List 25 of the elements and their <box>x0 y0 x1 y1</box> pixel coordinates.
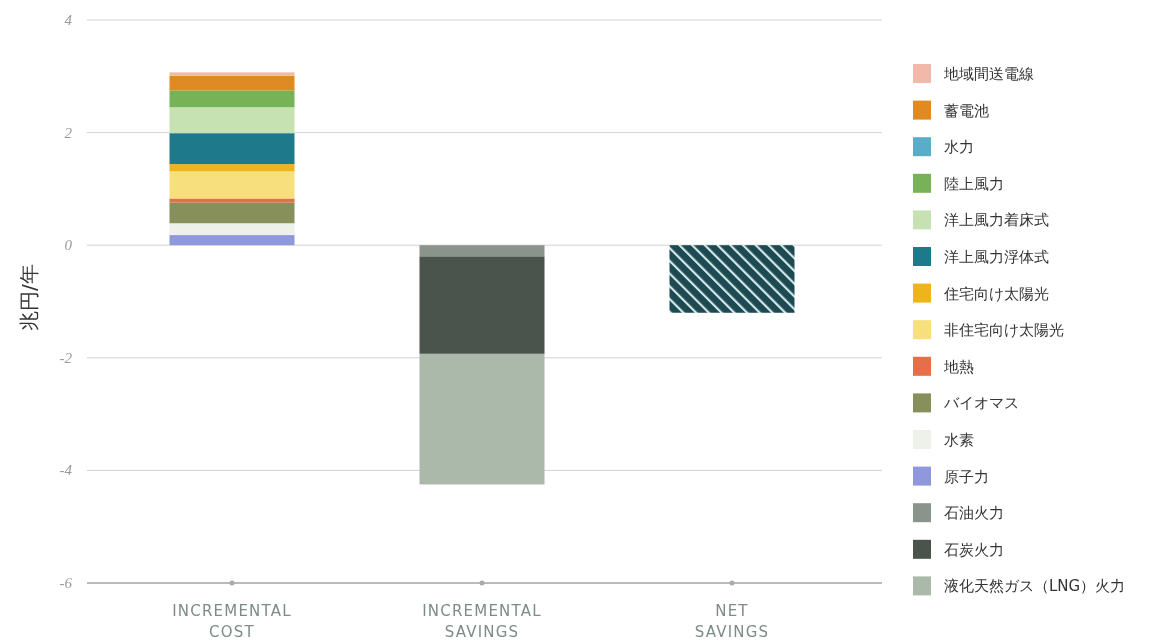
legend-label: 液化天然ガス（LNG）火力 <box>944 577 1126 596</box>
legend-label: 石炭火力 <box>944 540 1004 559</box>
legend-label: 地熱 <box>943 357 974 376</box>
legend-label: バイオマス <box>943 394 1019 413</box>
y-tick-label: -6 <box>59 575 73 591</box>
legend-label: 水素 <box>944 431 974 449</box>
legend-label: 洋上風力着床式 <box>944 211 1049 230</box>
legend-label: 非住宅向け太陽光 <box>944 321 1064 340</box>
legend-label: 水力 <box>944 138 974 157</box>
y-axis-title: 兆円/年 <box>17 264 41 331</box>
x-tick-label: INCREMENTAL SAVINGS <box>422 602 542 641</box>
x-tick-label: INCREMENTAL COST <box>172 602 292 641</box>
y-tick-label: 4 <box>64 12 73 28</box>
legend-label: 洋上風力浮体式 <box>944 248 1049 266</box>
y-tick-label: 0 <box>64 237 73 254</box>
legend-label: 地域間送電線 <box>943 65 1034 83</box>
legend-label: 住宅向け太陽光 <box>943 284 1049 303</box>
legend-label: 蓄電池 <box>944 101 989 120</box>
legend-label: 石油火力 <box>944 504 1004 523</box>
legend-label: 原子力 <box>944 467 989 486</box>
y-tick-label: 2 <box>64 124 73 141</box>
y-tick-label: -4 <box>59 462 73 479</box>
y-tick-label: -2 <box>59 349 73 366</box>
x-tick-label: NET SAVINGS <box>694 602 770 641</box>
legend-label: 陸上風力 <box>944 174 1004 193</box>
